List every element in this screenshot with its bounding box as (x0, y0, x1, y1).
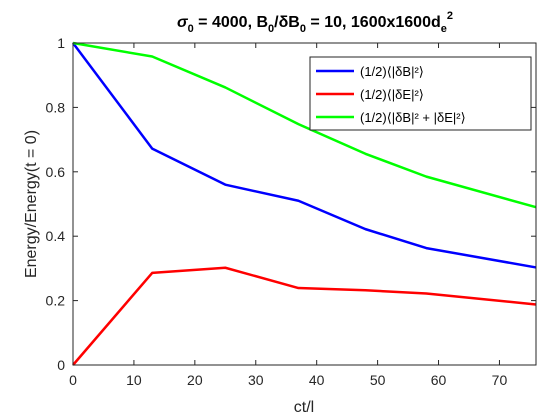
y-axis-label: Energy/Energy(t = 0) (23, 130, 40, 278)
y-tick-label: 0.4 (46, 228, 66, 244)
x-tick-label: 60 (431, 372, 447, 388)
x-tick-label: 50 (370, 372, 386, 388)
x-tick-label: 0 (69, 372, 77, 388)
x-tick-label: 40 (309, 372, 325, 388)
series-line-2 (72, 41, 537, 209)
y-tick-label: 1 (57, 35, 65, 51)
x-tick-label: 10 (126, 372, 142, 388)
series-line-0 (71, 42, 537, 269)
legend-label-db: (1/2)⟨|δB|²⟩ (360, 64, 424, 79)
y-tick-label: 0.8 (46, 99, 66, 115)
legend-label-total: (1/2)⟨|δB|² + |δE|²⟩ (360, 110, 466, 125)
tick-layer: 0 10 20 30 40 50 60 70 0 0.2 0.4 0.6 0.8 1 (46, 35, 536, 388)
series-line-1 (72, 266, 537, 366)
x-tick-label: 20 (187, 372, 203, 388)
y-tick-label: 0.2 (46, 293, 66, 309)
y-tick-label: 0 (57, 357, 65, 373)
axes-box (72, 42, 537, 366)
series-layer (71, 41, 537, 366)
legend-label-de: (1/2)⟨|δE|²⟩ (360, 87, 424, 102)
chart-title: σ0 = 4000, B0/δB0 = 10, 1600x1600de2 (177, 10, 453, 35)
x-tick-label: 30 (248, 372, 264, 388)
x-tick-label: 70 (492, 372, 508, 388)
y-tick-label: 0.6 (46, 164, 66, 180)
legend: (1/2)⟨|δB|²⟩ (1/2)⟨|δE|²⟩ (1/2)⟨|δB|² + … (309, 56, 532, 131)
x-axis-label: ct/l (294, 399, 314, 416)
